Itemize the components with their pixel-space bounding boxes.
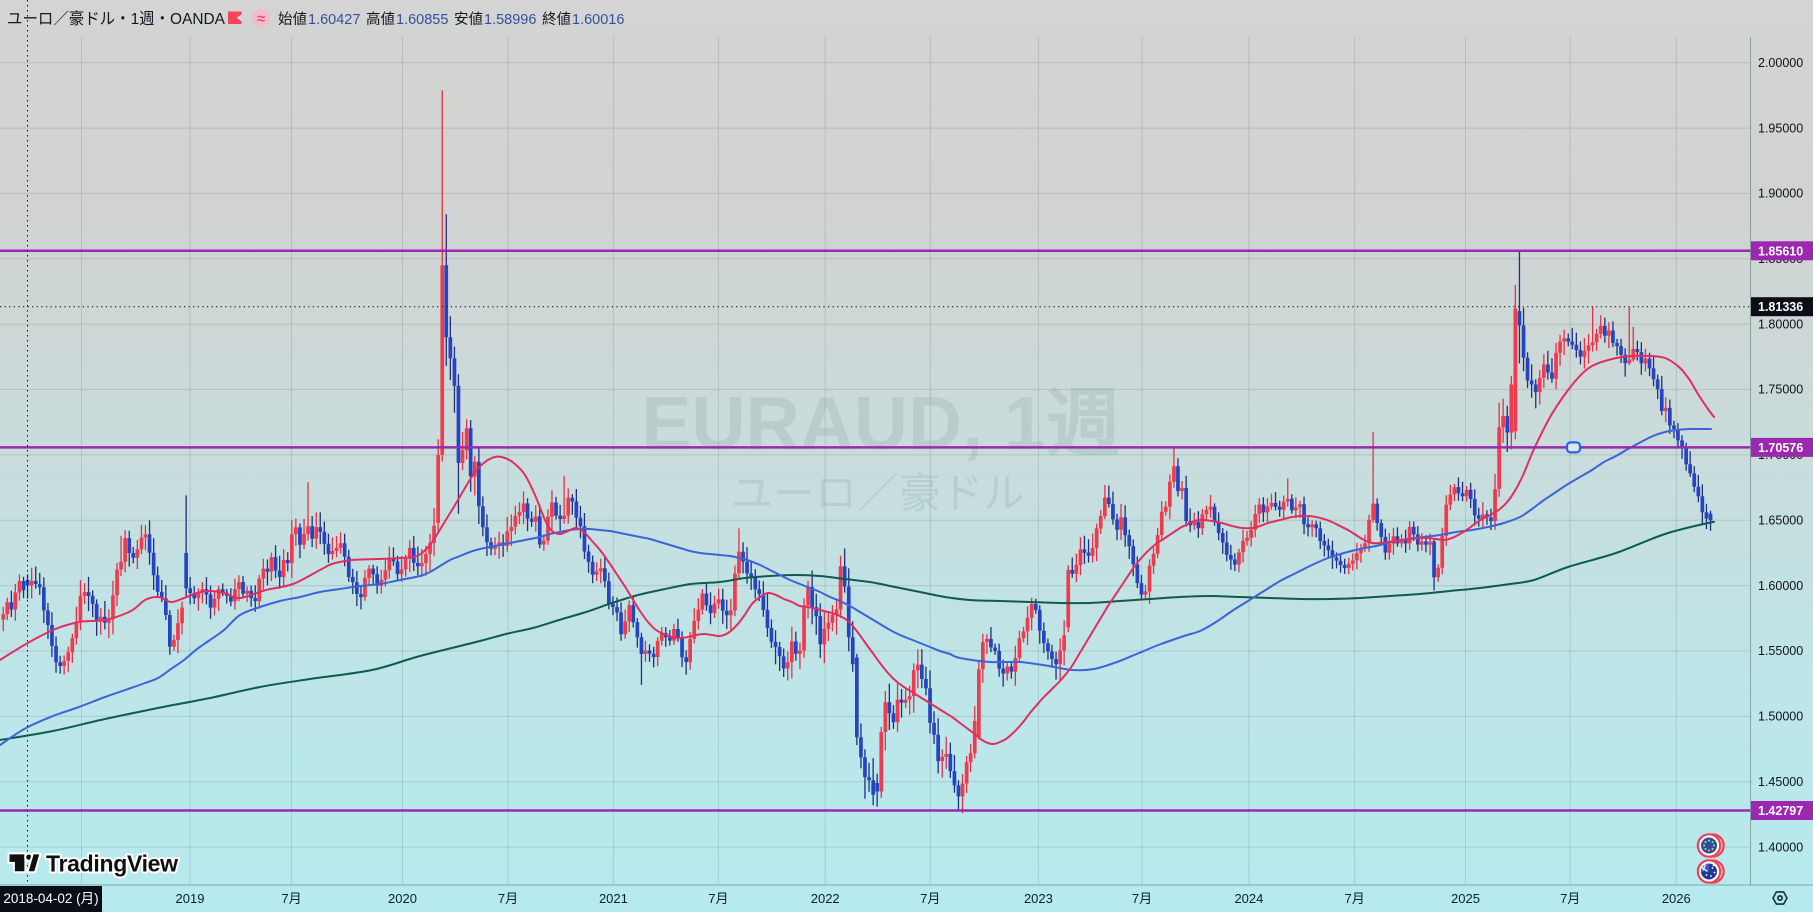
svg-text:1.40000: 1.40000 [1758, 840, 1803, 854]
svg-text:1.81336: 1.81336 [1758, 300, 1803, 314]
svg-text:1.70576: 1.70576 [1758, 441, 1803, 455]
svg-text:7月: 7月 [281, 891, 301, 906]
svg-text:1.60427: 1.60427 [308, 12, 360, 28]
svg-text:1.55000: 1.55000 [1758, 644, 1803, 658]
svg-text:1.60016: 1.60016 [572, 12, 624, 28]
svg-text:1.90000: 1.90000 [1758, 187, 1803, 201]
svg-text:ユーロ／豪ドル: ユーロ／豪ドル [731, 470, 1025, 517]
svg-text:7月: 7月 [498, 891, 518, 906]
svg-text:安値: 安値 [454, 11, 483, 28]
svg-text:2026: 2026 [1662, 891, 1691, 906]
svg-text:1.85610: 1.85610 [1758, 244, 1803, 258]
svg-text:1.42797: 1.42797 [1758, 804, 1803, 818]
svg-text:TradingView: TradingView [46, 851, 178, 877]
svg-text:1.60855: 1.60855 [396, 12, 448, 28]
svg-text:≈: ≈ [257, 11, 265, 28]
svg-text:2.00000: 2.00000 [1758, 56, 1803, 70]
svg-text:EURAUD, 1週: EURAUD, 1週 [641, 381, 1120, 465]
svg-text:2022: 2022 [811, 891, 840, 906]
svg-text:高値: 高値 [366, 11, 395, 28]
svg-text:1.95000: 1.95000 [1758, 121, 1803, 135]
svg-text:2018-04-02 (月): 2018-04-02 (月) [3, 891, 98, 906]
svg-text:1.58996: 1.58996 [484, 12, 536, 28]
svg-text:ユーロ／豪ドル・1週・OANDA: ユーロ／豪ドル・1週・OANDA [7, 9, 225, 28]
svg-text:7月: 7月 [920, 891, 940, 906]
svg-text:2019: 2019 [176, 891, 205, 906]
svg-text:始値: 始値 [278, 11, 307, 28]
svg-text:1.50000: 1.50000 [1758, 710, 1803, 724]
svg-text:1.60000: 1.60000 [1758, 579, 1803, 593]
svg-text:終値: 終値 [542, 11, 571, 28]
svg-text:1.75000: 1.75000 [1758, 383, 1803, 397]
svg-text:2024: 2024 [1234, 891, 1263, 906]
svg-text:1.80000: 1.80000 [1758, 317, 1803, 331]
svg-text:1.65000: 1.65000 [1758, 514, 1803, 528]
svg-text:2023: 2023 [1024, 891, 1053, 906]
svg-text:7月: 7月 [708, 891, 728, 906]
svg-text:2020: 2020 [388, 891, 417, 906]
svg-text:2021: 2021 [599, 891, 628, 906]
svg-text:1.45000: 1.45000 [1758, 775, 1803, 789]
svg-text:7月: 7月 [1344, 891, 1364, 906]
svg-text:7月: 7月 [1132, 891, 1152, 906]
svg-text:7月: 7月 [1560, 891, 1580, 906]
svg-text:2025: 2025 [1451, 891, 1480, 906]
